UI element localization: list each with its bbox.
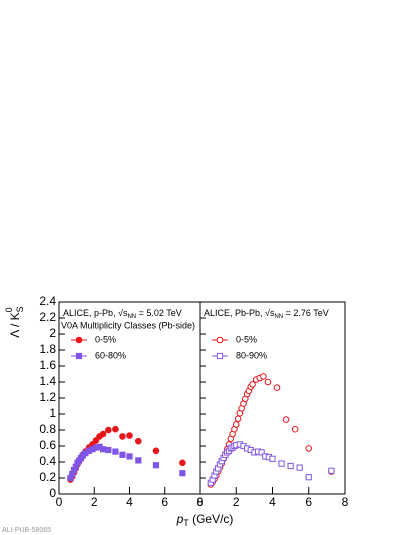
y-tick-label: 2 xyxy=(49,326,56,340)
point xyxy=(105,426,112,434)
x-tick-label: 2 xyxy=(91,495,98,509)
point xyxy=(328,467,335,474)
legend-marker xyxy=(75,352,83,360)
legend-label: 80-90% xyxy=(236,350,267,360)
legend-label: 60-80% xyxy=(95,350,126,360)
point xyxy=(152,462,160,469)
legend-marker xyxy=(75,336,83,344)
x-tick-label: 6 xyxy=(305,495,312,509)
annotation: ALICE, p-Pb, √sNN = 5.02 TeV xyxy=(63,308,182,319)
legend-marker xyxy=(216,336,224,344)
y-tick-label: 0.8 xyxy=(39,422,56,436)
point xyxy=(179,470,186,477)
point xyxy=(260,373,267,380)
point xyxy=(126,432,133,439)
y-tick-label: 0 xyxy=(49,486,56,500)
text-part: ALICE, Pb-Pb, √s xyxy=(204,308,275,318)
x-tick-label: 0 xyxy=(56,495,63,509)
y-tick-label: 1.6 xyxy=(39,358,56,372)
x-tick-label: 4 xyxy=(126,495,133,509)
x-tick-label: 6 xyxy=(161,495,168,509)
point xyxy=(305,474,312,481)
x-tick-label: 2 xyxy=(233,495,240,509)
x-tick-label: 8 xyxy=(342,495,349,509)
legend-label: 0-5% xyxy=(236,334,257,344)
text-part: = 2.76 TeV xyxy=(283,308,329,318)
x-tick-label: 0 xyxy=(197,495,204,509)
subtitle: V0A Multiplicity Classes (Pb-side) xyxy=(61,320,195,330)
text-part: Λ / K xyxy=(8,312,22,337)
point xyxy=(119,433,126,440)
point xyxy=(249,381,256,388)
point xyxy=(273,384,281,391)
point xyxy=(232,421,240,428)
y-tick-label: 0.4 xyxy=(39,454,56,468)
point xyxy=(105,446,112,454)
y-tick-label: 2.4 xyxy=(39,294,56,308)
y-tick-label: 2.2 xyxy=(39,310,56,324)
y-tick-label: 1.4 xyxy=(39,374,56,388)
point xyxy=(282,416,290,423)
point xyxy=(119,451,126,458)
point xyxy=(258,449,265,456)
text-part: p xyxy=(176,512,184,526)
y-tick-label: 1 xyxy=(49,406,56,420)
point xyxy=(92,437,100,444)
point xyxy=(135,437,142,445)
y-tick-label: 1.2 xyxy=(39,390,56,404)
point xyxy=(179,459,186,467)
point xyxy=(287,462,294,470)
y-axis-label: Λ / K0S xyxy=(4,306,25,337)
point xyxy=(99,446,107,453)
point xyxy=(278,460,285,467)
text-part: NN xyxy=(274,314,283,320)
y-tick-label: 0.6 xyxy=(39,438,56,452)
y-tick-label: 1.8 xyxy=(39,342,56,356)
text-part: (GeV/c) xyxy=(189,512,234,526)
x-tick-label: 4 xyxy=(269,495,276,509)
point xyxy=(99,430,107,438)
point xyxy=(291,425,299,433)
point xyxy=(152,447,160,455)
text-part: 0 xyxy=(4,307,14,312)
point xyxy=(112,448,119,455)
text-part: = 5.02 TeV xyxy=(136,308,182,318)
point xyxy=(264,378,272,386)
legend-label: 0-5% xyxy=(95,334,116,344)
legend-marker xyxy=(216,352,224,360)
footer: ALI-PUB-58065 xyxy=(2,527,51,534)
annotation: ALICE, Pb-Pb, √sNN = 2.76 TeV xyxy=(204,308,329,319)
x-axis-label: pT (GeV/c) xyxy=(176,512,234,528)
point xyxy=(296,464,303,471)
text-part: ALICE, p-Pb, √s xyxy=(63,308,128,318)
point xyxy=(135,457,142,464)
text-part: NN xyxy=(127,314,136,320)
point xyxy=(234,415,242,423)
text-part: S xyxy=(15,306,25,312)
point xyxy=(269,455,276,462)
point xyxy=(112,425,119,433)
y-tick-label: 0.2 xyxy=(39,470,56,484)
x-tick-label: 8 xyxy=(197,495,204,509)
point xyxy=(126,453,133,460)
point xyxy=(305,445,313,452)
text-part: T xyxy=(183,518,189,528)
